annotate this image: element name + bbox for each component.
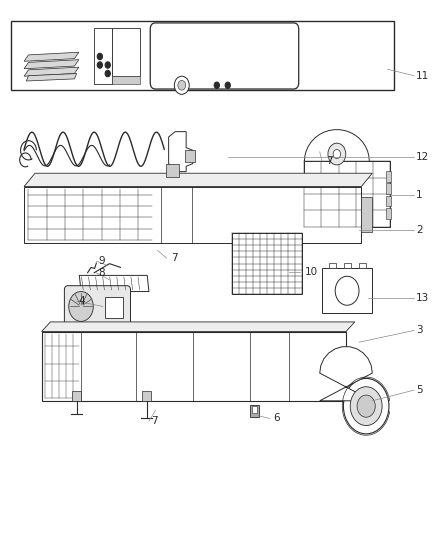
Polygon shape [24, 173, 372, 187]
FancyBboxPatch shape [112, 28, 140, 76]
FancyBboxPatch shape [328, 263, 336, 268]
FancyBboxPatch shape [386, 208, 391, 219]
Text: 7: 7 [326, 156, 333, 166]
FancyBboxPatch shape [94, 28, 112, 84]
FancyBboxPatch shape [322, 268, 372, 313]
Text: 13: 13 [416, 294, 429, 303]
Text: 9: 9 [99, 256, 105, 266]
Polygon shape [24, 67, 79, 76]
FancyBboxPatch shape [166, 164, 179, 177]
Text: 11: 11 [416, 71, 429, 80]
FancyBboxPatch shape [359, 263, 366, 268]
Text: 12: 12 [416, 152, 429, 162]
Circle shape [69, 292, 93, 321]
Text: 8: 8 [99, 268, 105, 278]
FancyBboxPatch shape [142, 391, 151, 401]
FancyBboxPatch shape [11, 21, 394, 90]
Circle shape [178, 80, 186, 90]
FancyBboxPatch shape [386, 183, 391, 194]
FancyBboxPatch shape [361, 197, 372, 232]
Polygon shape [320, 347, 372, 401]
Circle shape [97, 53, 102, 60]
Polygon shape [169, 132, 193, 172]
Circle shape [343, 378, 389, 434]
Text: 1: 1 [416, 190, 423, 199]
FancyBboxPatch shape [150, 23, 299, 89]
Text: 10: 10 [304, 267, 318, 277]
Polygon shape [24, 60, 79, 69]
Text: 5: 5 [416, 385, 423, 395]
Polygon shape [79, 276, 149, 292]
Text: 7: 7 [151, 416, 158, 426]
Text: 2: 2 [416, 225, 423, 235]
FancyBboxPatch shape [252, 406, 257, 413]
FancyBboxPatch shape [343, 263, 350, 268]
Polygon shape [304, 130, 369, 161]
Text: 3: 3 [416, 326, 423, 335]
Polygon shape [24, 52, 79, 61]
FancyBboxPatch shape [24, 187, 361, 243]
FancyBboxPatch shape [112, 76, 140, 84]
FancyBboxPatch shape [304, 161, 390, 227]
Circle shape [105, 70, 110, 77]
Circle shape [357, 395, 375, 417]
Circle shape [335, 276, 359, 305]
Circle shape [328, 143, 346, 165]
Circle shape [350, 387, 382, 425]
Text: 7: 7 [171, 253, 177, 263]
Circle shape [105, 62, 110, 68]
Polygon shape [26, 74, 77, 81]
FancyBboxPatch shape [250, 405, 259, 417]
Circle shape [214, 82, 219, 88]
Polygon shape [42, 322, 355, 332]
Circle shape [333, 149, 341, 159]
FancyBboxPatch shape [64, 286, 131, 326]
FancyBboxPatch shape [232, 233, 302, 294]
FancyBboxPatch shape [72, 391, 81, 401]
Text: 6: 6 [274, 414, 280, 423]
FancyBboxPatch shape [105, 297, 123, 318]
Text: 4: 4 [79, 296, 85, 306]
Circle shape [97, 62, 102, 68]
FancyBboxPatch shape [386, 171, 391, 182]
FancyBboxPatch shape [42, 332, 346, 401]
Circle shape [174, 76, 189, 94]
FancyBboxPatch shape [386, 196, 391, 206]
Circle shape [225, 82, 230, 88]
FancyBboxPatch shape [185, 150, 195, 162]
